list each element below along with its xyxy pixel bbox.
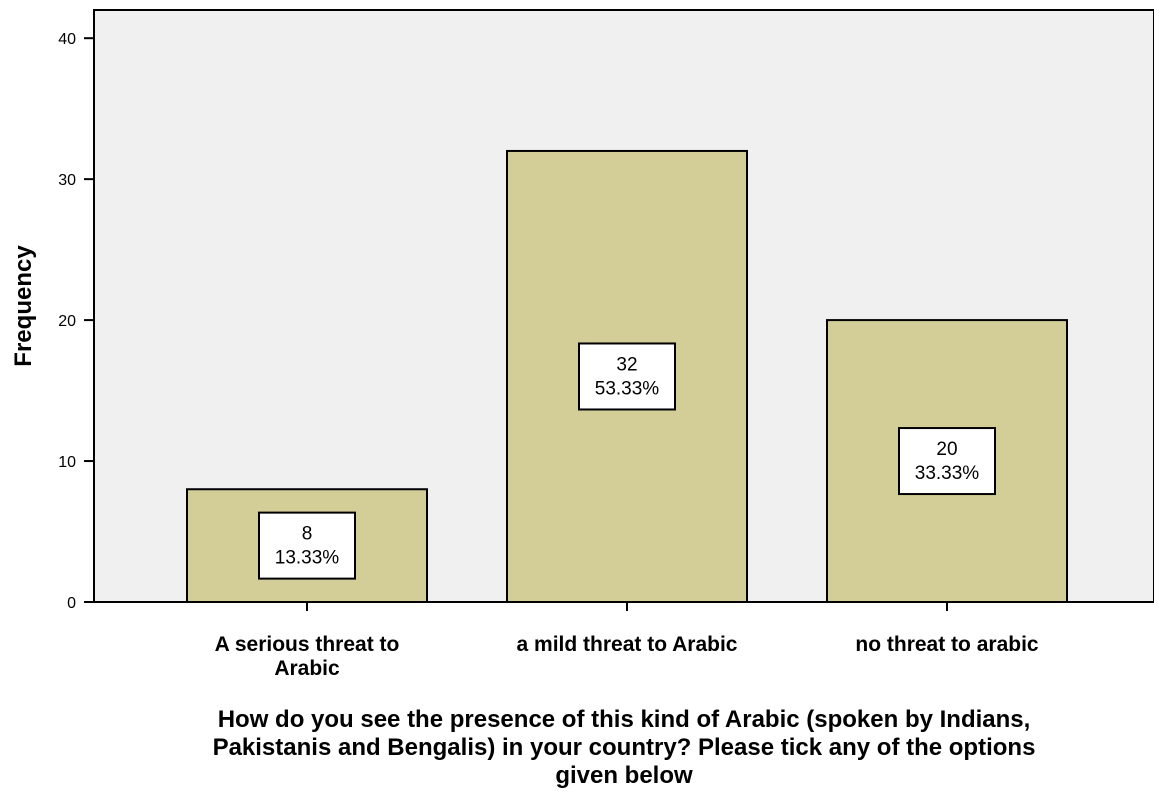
data-label-box	[258, 511, 356, 580]
data-label-percent: 33.33%	[915, 463, 980, 484]
y-tick-label: 30	[58, 172, 76, 189]
x-axis-title: Pakistanis and Bengalis) in your country…	[213, 734, 1036, 761]
x-axis-title: given below	[555, 762, 693, 789]
y-tick-label: 0	[67, 595, 76, 612]
data-label-box	[578, 342, 676, 411]
data-label-box	[898, 427, 996, 496]
data-label-percent: 53.33%	[595, 378, 660, 399]
data-label-count: 32	[616, 354, 637, 375]
x-axis-title: How do you see the presence of this kind…	[218, 706, 1031, 733]
data-label-count: 20	[936, 439, 957, 460]
data-label-percent: 13.33%	[275, 548, 340, 569]
x-tick-label: no threat to arabic	[855, 633, 1039, 656]
data-label-count: 8	[302, 524, 313, 545]
y-tick-label: 40	[58, 31, 76, 48]
y-tick-label: 20	[58, 313, 76, 330]
x-tick-label: A serious threat to	[215, 633, 400, 656]
y-tick-label: 10	[58, 454, 76, 471]
x-tick-label: Arabic	[274, 657, 340, 680]
y-axis-title: Frequency	[10, 245, 37, 367]
x-tick-label: a mild threat to Arabic	[517, 633, 738, 656]
